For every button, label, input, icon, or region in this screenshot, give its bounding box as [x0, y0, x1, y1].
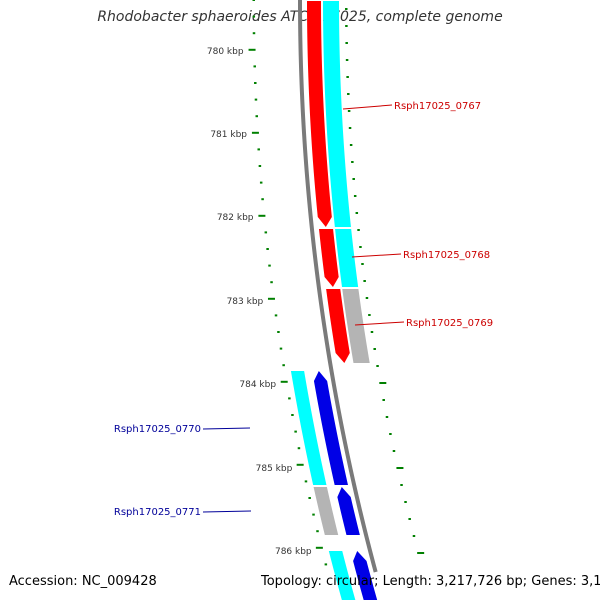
genome-stats-label: Topology: circular; Length: 3,217,726 bp… — [261, 574, 600, 589]
gene-band-3 — [342, 289, 370, 363]
scale-label: 784 kbp — [239, 380, 276, 390]
forward-gene-arrow-1 — [307, 1, 332, 227]
gene-label-leader — [351, 253, 402, 258]
scale-label: 780 kbp — [207, 47, 244, 57]
gene-band-5 — [313, 487, 339, 535]
scale-label: 786 kbp — [275, 547, 312, 557]
gene-label-leader — [354, 321, 405, 326]
forward-gene-arrow-3 — [326, 289, 350, 363]
gene-band-2 — [335, 229, 359, 287]
gene-label: Rsph17025_0771 — [114, 507, 201, 518]
gene-label: Rsph17025_0769 — [406, 318, 493, 329]
accession-label: Accession: NC_009428 — [9, 574, 157, 589]
gene-label: Rsph17025_0770 — [114, 424, 201, 435]
gene-band-6 — [328, 551, 356, 600]
scale-label: 781 kbp — [210, 130, 247, 140]
scale-label: 785 kbp — [256, 464, 293, 474]
gene-band-4 — [290, 371, 327, 485]
gene-band-1 — [323, 1, 351, 227]
genome-backbone — [298, 0, 378, 573]
gene-label: Rsph17025_0768 — [403, 250, 490, 261]
scale-label: 783 kbp — [227, 297, 264, 307]
reverse-gene-arrow-1 — [313, 371, 348, 485]
forward-gene-arrow-2 — [318, 229, 339, 287]
reverse-gene-arrow-3 — [353, 551, 378, 600]
scale-label: 782 kbp — [217, 213, 254, 223]
gene-label-leader — [202, 510, 252, 513]
reverse-gene-arrow-2 — [337, 487, 360, 535]
gene-label-leader — [202, 427, 251, 430]
gene-label: Rsph17025_0767 — [394, 101, 481, 112]
gene-label-leader — [342, 104, 393, 110]
